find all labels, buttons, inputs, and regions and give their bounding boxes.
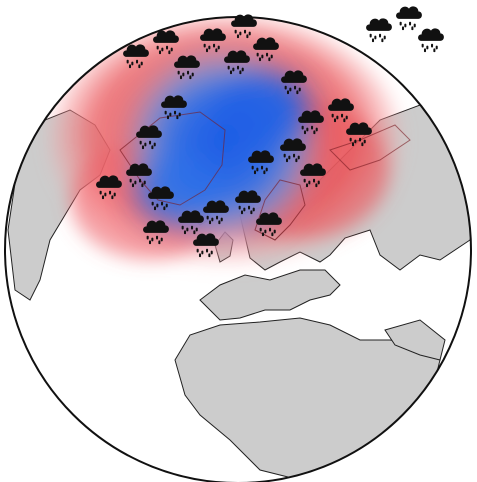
arabia	[384, 319, 446, 361]
rain-cloud-icon	[418, 28, 444, 53]
rain-cloud-icon	[366, 18, 392, 43]
legend-rain-clouds	[366, 6, 444, 53]
rain-cloud-icon	[396, 6, 422, 31]
europe-south	[199, 269, 341, 321]
